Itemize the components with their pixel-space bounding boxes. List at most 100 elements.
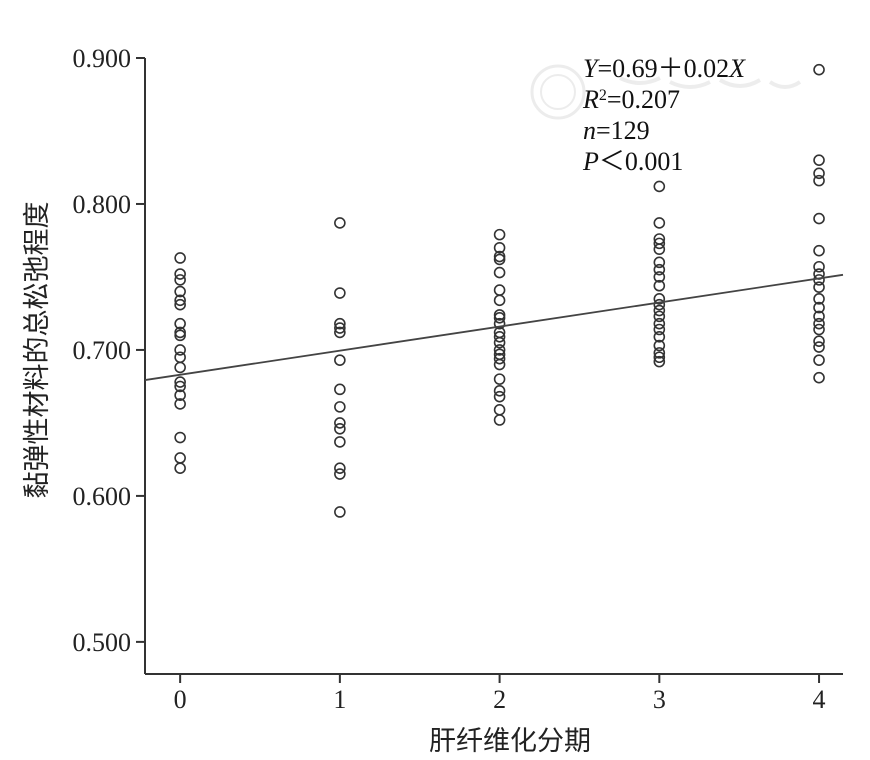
data-point (174, 376, 186, 388)
data-point (493, 312, 506, 324)
data-point (174, 351, 186, 364)
annotation-p: P＜0.001 (582, 147, 683, 176)
data-point (813, 174, 825, 187)
annotation-equation: Y=0.69＋0.02X (583, 54, 746, 83)
data-point (493, 253, 506, 266)
y-tick-label: 0.500 (73, 628, 132, 657)
y-axis-title: 黏弹性材料的总松弛程度 (22, 202, 53, 499)
y-tick-label: 0.700 (73, 336, 132, 365)
x-tick-label: 2 (493, 685, 506, 714)
data-point (174, 317, 186, 330)
data-point (653, 331, 666, 343)
data-point (493, 331, 506, 343)
data-point (653, 279, 666, 292)
data-point (174, 329, 186, 342)
watermark-logo (530, 64, 802, 120)
data-point (174, 274, 186, 286)
x-axis-title: 肝纤维化分期 (429, 726, 591, 757)
x-tick-label: 0 (174, 685, 187, 714)
data-point (813, 167, 825, 180)
data-points (174, 63, 825, 518)
data-point (174, 398, 186, 410)
data-point (334, 326, 346, 339)
data-point (653, 180, 666, 193)
y-tick-label: 0.600 (73, 482, 132, 511)
data-point (813, 341, 825, 353)
data-point (813, 301, 825, 314)
data-point (813, 154, 825, 166)
data-point (813, 354, 825, 366)
data-point (493, 336, 506, 349)
data-point (334, 287, 346, 299)
data-point (813, 371, 825, 384)
data-point (493, 403, 506, 416)
data-point (813, 63, 825, 76)
data-point (334, 317, 346, 330)
data-point (653, 256, 666, 269)
data-point (813, 335, 825, 347)
data-point (653, 293, 666, 305)
annotation-r2: R2=0.207 (582, 85, 680, 114)
data-point (493, 294, 506, 307)
data-point (493, 284, 506, 296)
data-point (653, 351, 666, 364)
data-point (174, 389, 186, 401)
data-point (334, 506, 346, 518)
data-point (493, 317, 506, 330)
annotation-n: n=129 (583, 116, 650, 145)
data-point (653, 217, 666, 229)
data-point (174, 252, 186, 264)
data-point (334, 354, 346, 366)
data-point (813, 212, 825, 225)
data-point (493, 390, 506, 403)
data-point (334, 468, 346, 480)
data-point (653, 310, 666, 323)
data-point (813, 293, 825, 305)
data-point (813, 323, 825, 336)
data-point (493, 385, 506, 397)
data-point (653, 304, 666, 317)
data-point (653, 298, 666, 311)
x-tick-label: 4 (813, 685, 826, 714)
data-point (174, 361, 186, 374)
y-ticks: 0.500 0.600 0.700 0.800 0.900 (73, 44, 145, 657)
data-point (334, 217, 346, 229)
data-point (813, 317, 825, 330)
data-point (493, 228, 506, 241)
data-point (174, 285, 186, 298)
data-point (334, 462, 346, 474)
data-point (813, 310, 825, 323)
data-point (334, 383, 346, 396)
data-point (334, 417, 346, 429)
data-point (174, 298, 186, 311)
data-point (653, 339, 666, 352)
data-point (334, 322, 346, 334)
data-point (174, 294, 186, 307)
data-point (653, 355, 666, 368)
data-point (653, 263, 666, 276)
data-point (813, 260, 825, 273)
data-point (653, 317, 666, 330)
data-point (174, 344, 186, 356)
x-ticks: 0 1 2 3 4 (174, 674, 826, 714)
data-point (653, 237, 666, 250)
data-point (493, 344, 506, 356)
data-point (174, 452, 186, 464)
data-point (493, 373, 506, 385)
data-point (334, 401, 346, 413)
data-point (813, 244, 825, 257)
data-point (493, 414, 506, 426)
data-point (174, 268, 186, 280)
y-tick-label: 0.900 (73, 44, 132, 73)
data-point (493, 266, 506, 279)
axes (144, 58, 843, 675)
data-point (493, 352, 506, 365)
data-point (334, 436, 346, 448)
data-point (653, 347, 666, 359)
x-tick-label: 1 (333, 685, 346, 714)
data-point (493, 358, 506, 371)
data-point (334, 422, 346, 435)
data-point (493, 241, 506, 254)
